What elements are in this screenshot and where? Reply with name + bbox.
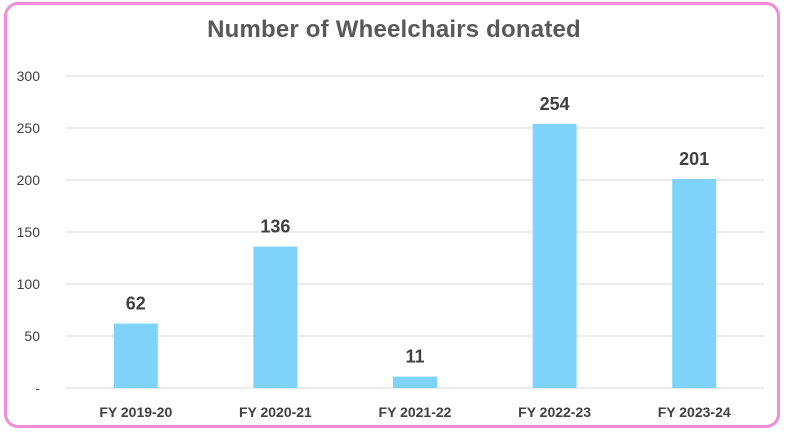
y-tick-label: 250: [17, 120, 41, 136]
y-tick-label: 200: [17, 172, 41, 188]
y-tick-label: 150: [17, 224, 41, 240]
data-label: 62: [126, 294, 146, 314]
x-tick-label: FY 2022-23: [518, 404, 591, 420]
chart-title: Number of Wheelchairs donated: [207, 16, 581, 43]
data-label: 201: [679, 149, 709, 169]
bar: [532, 123, 577, 388]
bar: [113, 323, 158, 388]
bar: [253, 246, 298, 388]
x-tick-label: FY 2020-21: [239, 404, 312, 420]
data-label: 254: [540, 94, 570, 114]
bar: [393, 376, 437, 388]
data-label: 136: [260, 217, 290, 237]
y-tick-label: 100: [17, 276, 41, 292]
x-tick-label: FY 2021-22: [379, 404, 452, 420]
x-tick-label: FY 2023-24: [658, 404, 731, 420]
data-label: 11: [405, 347, 424, 367]
x-tick-label: FY 2019-20: [99, 404, 172, 420]
y-tick-label: 300: [17, 68, 41, 84]
y-tick-label: -: [35, 380, 40, 396]
y-tick-label: 50: [24, 328, 40, 344]
bar: [672, 178, 717, 388]
